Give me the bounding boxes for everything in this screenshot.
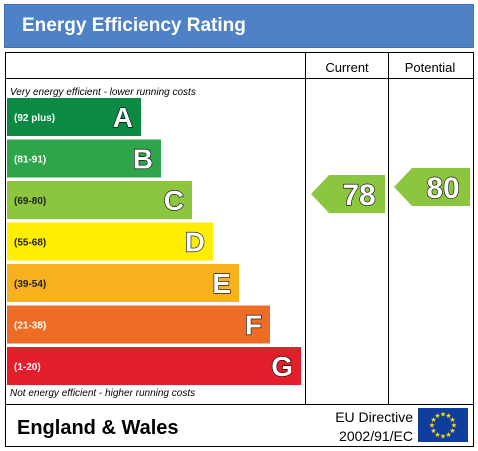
rating-bands: (92 plus) A (81-91) B (69-80) C (55-68) D (39-54… (7, 98, 301, 385)
band-letter-g: G (271, 351, 293, 382)
band-bar-a (7, 98, 141, 136)
eu-star-icon: ★ (445, 412, 451, 420)
band-range-b: (81-91) (14, 155, 46, 166)
band-bar-d (7, 222, 213, 261)
band-range-a: (92 plus) (14, 113, 55, 124)
eu-star-icon: ★ (440, 411, 446, 419)
eu-star-icon: ★ (440, 433, 446, 441)
current-column-header: Current (325, 60, 369, 75)
band-range-f: (21-38) (14, 321, 46, 332)
band-range-d: (55-68) (14, 238, 46, 249)
band-letter-a: A (113, 102, 133, 133)
rating-arrows: 78 80 (311, 168, 470, 213)
eu-star-icon: ★ (434, 431, 440, 439)
band-letter-c: C (164, 185, 184, 216)
top-note: Very energy efficient - lower running co… (10, 87, 196, 98)
band-letter-f: F (245, 310, 262, 341)
band-range-c: (69-80) (14, 196, 46, 207)
eu-directive-number: 2002/91/EC (339, 428, 413, 444)
header-banner: Energy Efficiency Rating (4, 4, 474, 48)
eu-flag-icon: ★ ★★★★★★★★★★★ (418, 408, 468, 442)
band-bar-c (7, 181, 192, 219)
eu-star-icon: ★ (451, 422, 457, 430)
chart-frame (5, 52, 474, 447)
band-bar-g (7, 347, 301, 385)
page-title: Energy Efficiency Rating (22, 15, 246, 36)
eu-star-icon: ★ (449, 427, 455, 435)
potential-column-header: Potential (405, 60, 456, 75)
eu-directive-label: EU Directive (335, 409, 413, 425)
band-bar-b (7, 139, 161, 178)
bottom-note: Not energy efficient - higher running co… (10, 388, 195, 399)
band-bar-e (7, 264, 239, 302)
current-rating-value: 78 (342, 179, 375, 212)
band-letter-b: B (133, 144, 153, 175)
eu-star-icon: ★ (445, 431, 451, 439)
eu-star-icon: ★ (449, 416, 455, 424)
eu-star-icon: ★ (434, 412, 440, 420)
potential-rating-value: 80 (426, 172, 459, 205)
band-bar-f (7, 305, 270, 344)
band-letter-d: D (185, 227, 205, 258)
band-range-e: (39-54) (14, 279, 46, 290)
current-arrow (311, 175, 385, 213)
eu-star-icon: ★ (430, 427, 436, 435)
region-label: England & Wales (17, 417, 179, 439)
eu-star-icon: ★ (429, 422, 435, 430)
band-letter-e: E (212, 268, 231, 299)
eu-star-icon: ★ (430, 416, 436, 424)
potential-arrow (394, 168, 470, 206)
band-range-g: (1-20) (14, 362, 41, 373)
